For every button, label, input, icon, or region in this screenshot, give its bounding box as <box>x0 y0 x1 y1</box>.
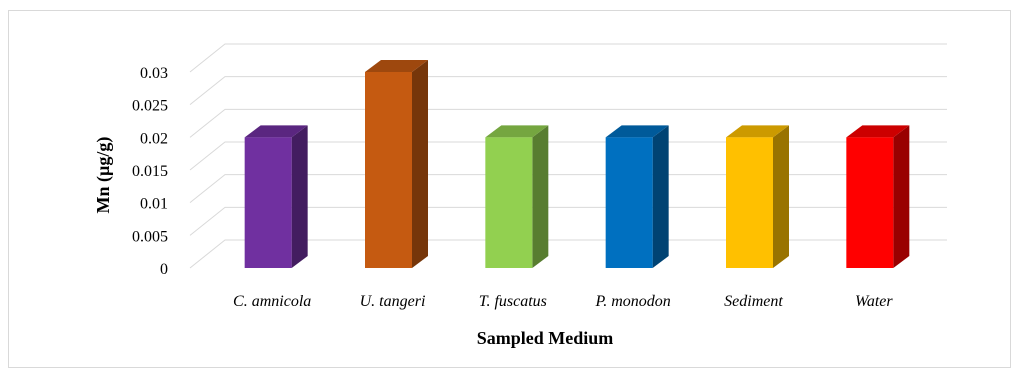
gridlines <box>189 43 947 269</box>
category-label: U. tangeri <box>360 293 426 310</box>
bar-side <box>893 125 910 268</box>
y-tick-label: 0.025 <box>132 98 168 115</box>
category-label: Water <box>855 293 893 310</box>
y-tick-label: 0 <box>160 261 168 278</box>
bar-front <box>846 137 894 268</box>
bar-side <box>652 125 669 268</box>
y-tick-label: 0.005 <box>132 228 168 245</box>
category-label: Sediment <box>724 293 783 310</box>
bar <box>726 125 789 268</box>
x-axis-title: Sampled Medium <box>477 328 614 348</box>
bar-front <box>365 72 412 268</box>
category-label: P. monodon <box>595 293 671 310</box>
gridline <box>189 76 947 106</box>
bar <box>244 125 308 268</box>
bar-front <box>726 137 773 268</box>
gridline <box>189 43 947 73</box>
bar-front <box>605 137 653 268</box>
gridline <box>189 141 947 171</box>
bar-top <box>244 125 308 138</box>
bar <box>846 125 910 268</box>
gridline <box>189 174 947 204</box>
bar-side <box>532 125 549 268</box>
y-tick-labels: 0 0.005 0.01 0.015 0.02 0.025 0.03 <box>132 65 168 278</box>
bar-top <box>605 125 669 138</box>
bar-side <box>773 125 789 268</box>
category-label: T. fuscatus <box>479 293 547 310</box>
bar-top <box>365 60 428 72</box>
y-axis-title: Mn (µg/g) <box>93 137 114 214</box>
y-tick-label: 0.03 <box>140 65 168 82</box>
category-label: C. amnicola <box>233 293 311 310</box>
bar-top <box>726 125 789 138</box>
y-tick-label: 0.015 <box>132 163 168 180</box>
bar <box>365 60 428 268</box>
category-labels: C. amnicola U. tangeri T. fuscatus P. monod… <box>233 293 893 310</box>
bar-side <box>412 60 428 268</box>
y-tick-label: 0.02 <box>140 130 168 147</box>
bar <box>485 125 549 268</box>
y-tick-label: 0.01 <box>140 196 168 213</box>
gridline <box>189 239 947 269</box>
bar <box>605 125 669 268</box>
gridline <box>189 108 947 138</box>
bar-front <box>244 137 292 268</box>
bar-side <box>291 125 308 268</box>
bar-front <box>485 137 533 268</box>
gridline <box>189 206 947 236</box>
bar-top <box>846 125 910 138</box>
bars <box>244 60 910 268</box>
bar-top <box>485 125 549 138</box>
